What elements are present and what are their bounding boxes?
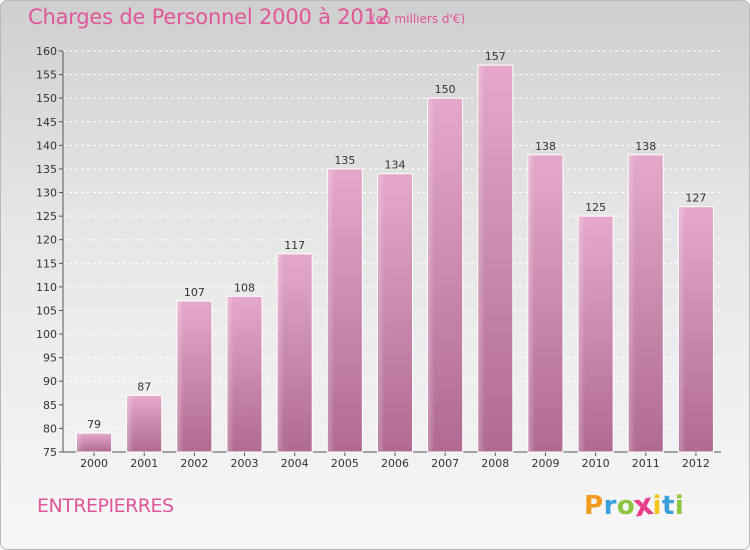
bars: [76, 64, 714, 453]
logo-letter: P: [584, 491, 604, 521]
y-tick-label: 80: [43, 422, 57, 435]
data-label: 107: [184, 286, 205, 299]
x-tick-label: 2009: [531, 457, 559, 470]
data-label: 138: [535, 140, 556, 153]
data-label: 87: [137, 380, 151, 393]
data-label: 117: [284, 239, 305, 252]
y-tick-label: 90: [43, 375, 57, 388]
bar-highlight: [328, 169, 335, 452]
data-label: 125: [585, 201, 606, 214]
proxiti-logo[interactable]: Proxiti: [584, 487, 685, 524]
bar-highlight: [629, 155, 636, 451]
bar-highlight: [278, 254, 285, 451]
x-tick-label: 2008: [481, 457, 509, 470]
x-tick-label: 2003: [231, 457, 259, 470]
y-tick-label: 125: [36, 210, 57, 223]
bar-highlight: [127, 396, 134, 451]
x-tick-label: 2001: [130, 457, 158, 470]
bar-highlight: [579, 217, 586, 451]
commune-name: ENTREPIERRES: [37, 495, 174, 517]
x-tick-label: 2007: [431, 457, 459, 470]
y-tick-label: 130: [36, 187, 57, 200]
y-tick-label: 95: [43, 352, 57, 365]
y-tick-label: 140: [36, 139, 57, 152]
y-tick-label: 150: [36, 92, 57, 105]
x-tick-label: 2012: [682, 457, 710, 470]
bar: [76, 432, 113, 453]
data-label: 157: [485, 50, 506, 63]
logo-letter: i: [652, 491, 662, 521]
y-tick-label: 75: [43, 446, 57, 459]
logo-letter: r: [603, 491, 617, 521]
y-tick-label: 145: [36, 116, 57, 129]
x-tick-label: 2000: [80, 457, 108, 470]
data-label: 127: [685, 192, 706, 205]
bar-highlight: [77, 434, 84, 451]
y-tick-label: 155: [36, 69, 57, 82]
logo-letter: t: [661, 491, 675, 521]
bar-highlight: [228, 297, 235, 451]
y-tick-label: 160: [36, 45, 57, 58]
y-tick-label: 105: [36, 304, 57, 317]
y-tick-label: 110: [36, 281, 57, 294]
x-tick-label: 2010: [582, 457, 610, 470]
y-tick-label: 135: [36, 163, 57, 176]
x-tick-label: 2002: [180, 457, 208, 470]
data-label: 150: [435, 83, 456, 96]
labels: 75 80 85 90 95 100 105 110 115 120 125 130 135 140 145…: [36, 45, 710, 470]
y-tick-label: 100: [36, 328, 57, 341]
data-label: 138: [635, 140, 656, 153]
x-tick-label: 2004: [281, 457, 309, 470]
y-tick-label: 85: [43, 399, 57, 412]
x-tick-label: 2006: [381, 457, 409, 470]
logo-letter: o: [616, 491, 636, 521]
logo-letter: i: [674, 491, 685, 521]
chart-subtitle: (en milliers d'€): [371, 12, 466, 26]
data-label: 134: [385, 159, 406, 172]
bar-highlight: [177, 302, 184, 451]
y-tick-label: 120: [36, 234, 57, 247]
bar-highlight: [378, 174, 385, 452]
x-tick-label: 2011: [632, 457, 660, 470]
bar-highlight: [528, 155, 535, 451]
y-tick-label: 115: [36, 257, 57, 270]
data-label: 79: [87, 418, 101, 431]
bar-highlight: [679, 207, 686, 451]
bar-highlight: [428, 99, 435, 452]
x-tick-label: 2005: [331, 457, 359, 470]
bar-highlight: [478, 66, 485, 451]
data-label: 135: [334, 154, 355, 167]
data-label: 108: [234, 281, 255, 294]
chart-title: Charges de Personnel 2000 à 2012: [28, 5, 390, 29]
